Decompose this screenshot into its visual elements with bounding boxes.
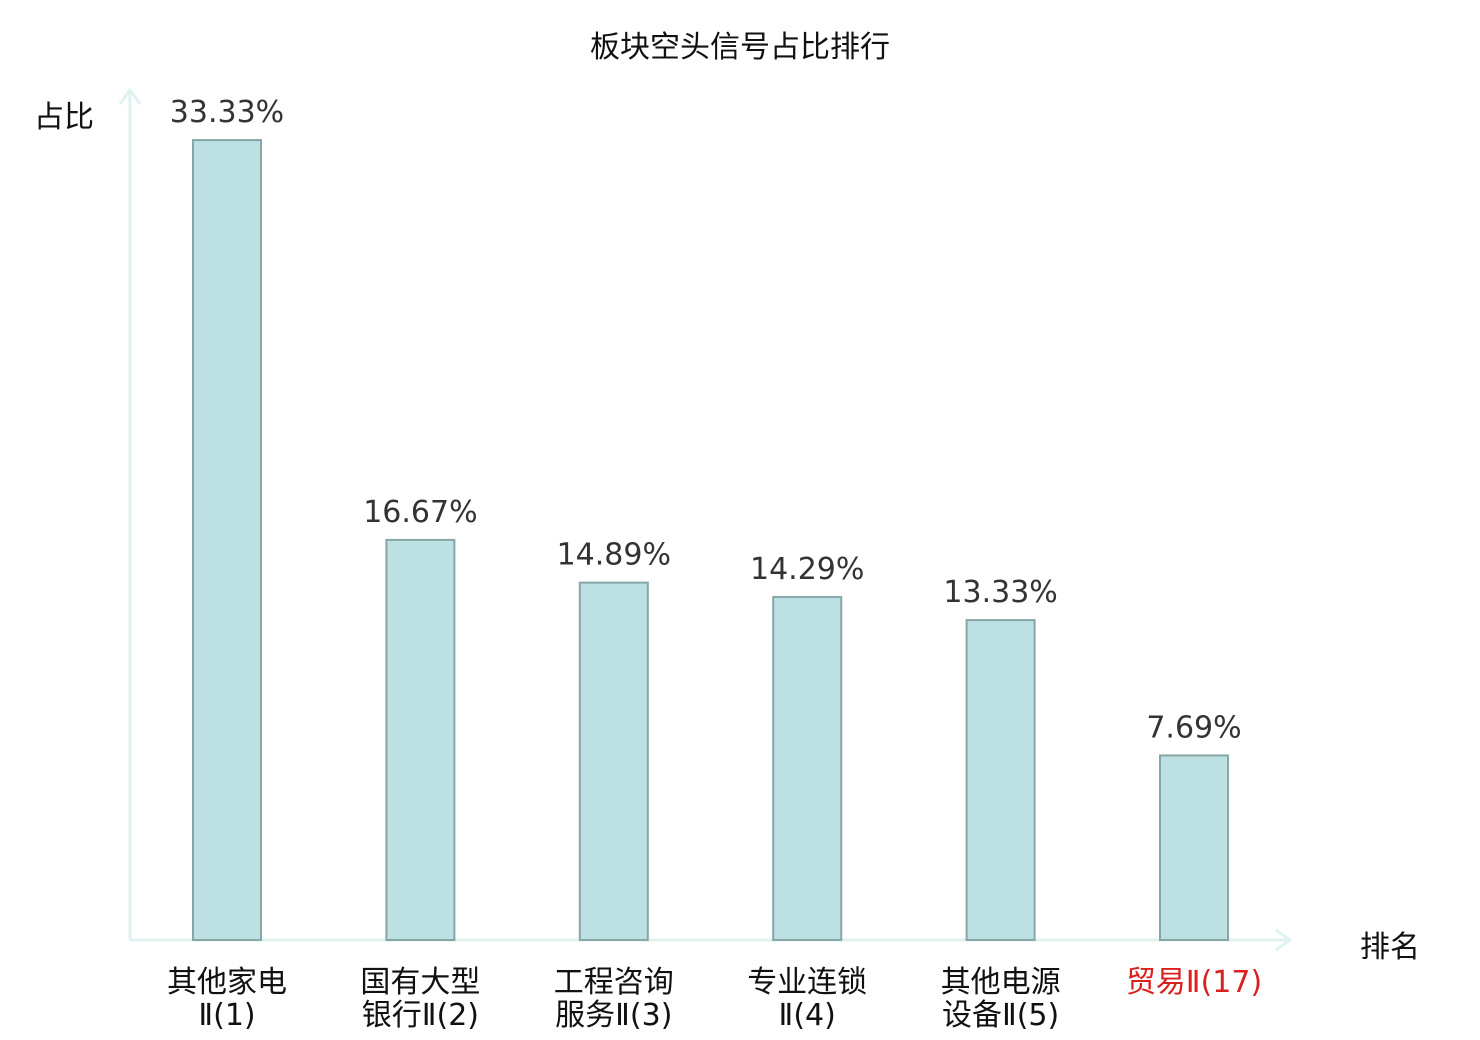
category-label-line2: 服务Ⅱ(3)	[555, 998, 673, 1033]
category-label-line1: 国有大型	[360, 965, 481, 1000]
category-label-line1: 其他电源	[940, 965, 1061, 1000]
data-label: 14.29%	[750, 552, 864, 587]
chart-title: 板块空头信号占比排行	[590, 30, 890, 65]
x-axis-arrow-icon	[1275, 928, 1293, 952]
data-label: 16.67%	[363, 495, 477, 530]
category-label-line2: 设备Ⅱ(5)	[941, 998, 1060, 1033]
category-label: 贸易Ⅱ(17)	[1094, 966, 1294, 999]
category-label-line2: Ⅱ(1)	[198, 998, 256, 1033]
value-labels: 33.33% 16.67% 14.89% 14.29% 13.33% 7.69%	[170, 95, 1242, 745]
category-label-line2: 银行Ⅱ(2)	[361, 998, 480, 1033]
category-label-line1: 专业连锁	[747, 965, 868, 1000]
bar	[578, 581, 649, 941]
x-axis-label: 排名	[1360, 930, 1420, 965]
bar	[1159, 754, 1229, 941]
bar	[772, 596, 843, 941]
data-label: 14.89%	[557, 538, 671, 573]
bars	[192, 139, 1229, 942]
category-label-line1: 贸易Ⅱ(17)	[1125, 965, 1263, 1000]
y-axis-label: 占比	[34, 100, 94, 135]
category-label-line1: 工程咨询	[553, 965, 674, 1000]
data-label: 7.69%	[1146, 710, 1241, 745]
bar	[192, 139, 262, 941]
y-axis-arrow-icon	[118, 87, 142, 105]
category-label-line1: 其他家电	[167, 965, 287, 1000]
category-label-line2: Ⅱ(4)	[778, 998, 836, 1033]
axes	[118, 87, 1293, 952]
category-label: 其他家电 Ⅱ(1)	[127, 966, 327, 1032]
category-label: 其他电源 设备Ⅱ(5)	[901, 966, 1101, 1032]
category-label: 国有大型 银行Ⅱ(2)	[320, 966, 520, 1032]
bar	[965, 619, 1036, 942]
category-label: 工程咨询 服务Ⅱ(3)	[514, 966, 714, 1032]
data-label: 13.33%	[943, 575, 1057, 610]
category-label: 专业连锁 Ⅱ(4)	[707, 966, 907, 1032]
bar	[385, 538, 456, 941]
data-label: 33.33%	[170, 95, 284, 130]
